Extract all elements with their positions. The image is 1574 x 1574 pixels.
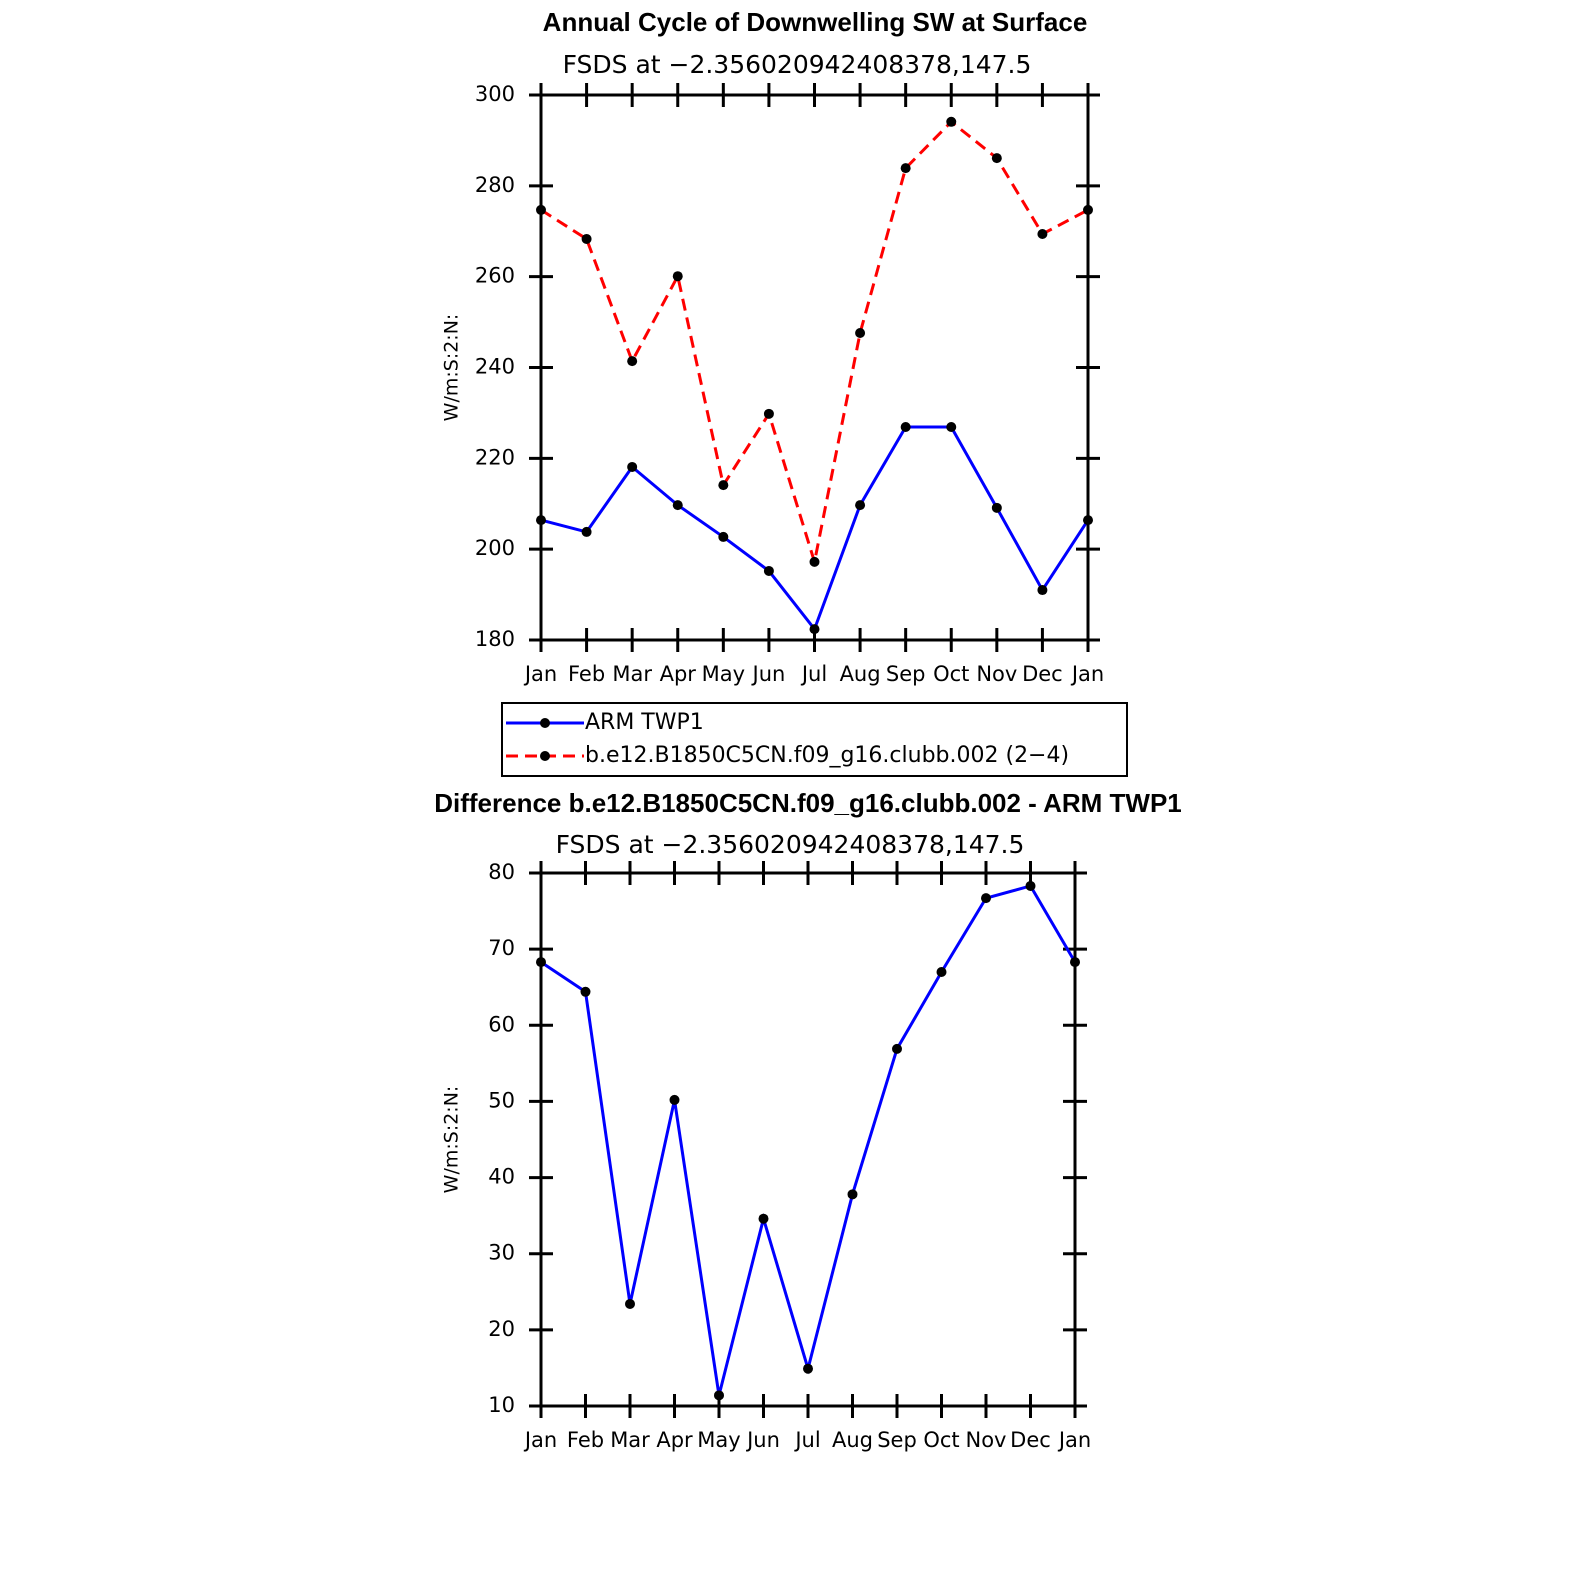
point-marker xyxy=(758,1213,769,1224)
point-marker xyxy=(809,624,820,635)
y-axis-label: W/m:S:2:N: xyxy=(441,314,463,422)
point-marker xyxy=(627,461,638,472)
point-marker xyxy=(714,1390,724,1401)
point-marker xyxy=(536,515,546,526)
point-marker xyxy=(855,327,866,338)
y-tick-label: 180 xyxy=(475,627,515,651)
point-marker xyxy=(1037,585,1048,596)
point-marker xyxy=(1025,880,1036,891)
x-tick-label: Oct xyxy=(933,662,969,686)
y-tick-label: 30 xyxy=(488,1241,515,1265)
y-axis-label: W/m:S:2:N: xyxy=(441,1086,463,1194)
x-tick-label: Feb xyxy=(568,662,605,686)
point-marker xyxy=(1070,957,1080,968)
chart-title: Difference b.e12.B1850C5CN.f09_g16.clubb… xyxy=(434,788,1182,818)
point-marker xyxy=(581,526,592,537)
x-tick-label: Jan xyxy=(523,1428,557,1452)
x-tick-label: Nov xyxy=(976,662,1017,686)
chart-subtitle: FSDS at −2.356020942408378,147.5 xyxy=(556,830,1025,859)
x-tick-label: May xyxy=(697,1428,740,1452)
point-marker xyxy=(847,1189,858,1200)
point-marker xyxy=(892,1043,902,1054)
x-tick-label: Jan xyxy=(1057,1428,1091,1452)
y-tick-label: 280 xyxy=(475,173,515,197)
series-line xyxy=(540,119,1089,563)
y-tick-label: 240 xyxy=(475,355,515,379)
x-tick-label: Mar xyxy=(612,662,652,686)
point-marker xyxy=(981,893,991,904)
x-tick-label: Jul xyxy=(800,662,827,686)
y-tick-label: 70 xyxy=(488,936,515,960)
y-tick-label: 40 xyxy=(488,1165,515,1189)
chart-title: Annual Cycle of Downwelling SW at Surfac… xyxy=(543,7,1088,37)
series-line xyxy=(540,425,1090,633)
point-marker xyxy=(809,556,820,567)
point-marker xyxy=(855,500,866,511)
x-tick-label: Dec xyxy=(1010,1428,1051,1452)
point-marker xyxy=(1083,204,1093,215)
point-marker xyxy=(627,356,638,367)
y-tick-label: 10 xyxy=(488,1393,515,1417)
point-marker xyxy=(718,480,729,491)
plot-frame xyxy=(539,871,1077,1408)
point-marker xyxy=(936,966,947,977)
x-tick-label: Jun xyxy=(745,1428,780,1452)
point-marker xyxy=(580,986,591,997)
x-tick-label: Feb xyxy=(567,1428,604,1452)
x-tick-label: Oct xyxy=(923,1428,959,1452)
x-tick-label: Aug xyxy=(832,1428,873,1452)
series-line xyxy=(540,884,1077,1396)
point-marker xyxy=(669,1094,680,1105)
x-tick-label: Apr xyxy=(656,1428,693,1452)
y-tick-label: 220 xyxy=(475,445,515,469)
point-marker xyxy=(763,565,774,576)
x-tick-label: Jan xyxy=(1070,662,1104,686)
point-marker xyxy=(946,421,957,432)
x-tick-label: Jul xyxy=(793,1428,820,1452)
legend-marker xyxy=(540,751,550,761)
y-tick-label: 300 xyxy=(475,82,515,106)
point-marker xyxy=(672,271,683,282)
point-marker xyxy=(672,500,683,511)
x-tick-label: Sep xyxy=(886,662,926,686)
x-tick-label: Aug xyxy=(840,662,881,686)
point-marker xyxy=(536,957,546,968)
x-tick-label: Dec xyxy=(1022,662,1063,686)
x-tick-label: Sep xyxy=(877,1428,917,1452)
point-marker xyxy=(991,153,1002,164)
y-tick-label: 50 xyxy=(488,1088,515,1112)
point-marker xyxy=(625,1298,635,1309)
legend-box xyxy=(501,702,1128,777)
x-tick-label: Jun xyxy=(751,662,786,686)
point-marker xyxy=(536,204,546,215)
y-tick-label: 80 xyxy=(488,860,515,884)
y-tick-label: 20 xyxy=(488,1317,515,1341)
x-tick-label: Apr xyxy=(660,662,697,686)
y-tick-label: 60 xyxy=(488,1012,515,1036)
legend-marker xyxy=(540,718,550,728)
legend-label: b.e12.B1850C5CN.f09_g16.clubb.002 (2−4) xyxy=(585,743,1069,768)
x-tick-label: Nov xyxy=(966,1428,1007,1452)
point-marker xyxy=(1037,228,1048,239)
point-marker xyxy=(581,233,592,244)
x-tick-label: Jan xyxy=(523,662,557,686)
x-tick-label: May xyxy=(702,662,745,686)
point-marker xyxy=(991,502,1002,513)
point-marker xyxy=(803,1363,813,1374)
point-marker xyxy=(900,421,911,432)
point-marker xyxy=(1083,515,1093,526)
chart-subtitle: FSDS at −2.356020942408378,147.5 xyxy=(563,50,1032,79)
legend-label: ARM TWP1 xyxy=(585,710,704,735)
y-tick-label: 200 xyxy=(475,536,515,560)
point-marker xyxy=(946,116,957,127)
x-tick-label: Mar xyxy=(610,1428,650,1452)
point-marker xyxy=(900,163,911,174)
point-marker xyxy=(718,531,729,542)
point-marker xyxy=(763,408,774,419)
y-tick-label: 260 xyxy=(475,264,515,288)
